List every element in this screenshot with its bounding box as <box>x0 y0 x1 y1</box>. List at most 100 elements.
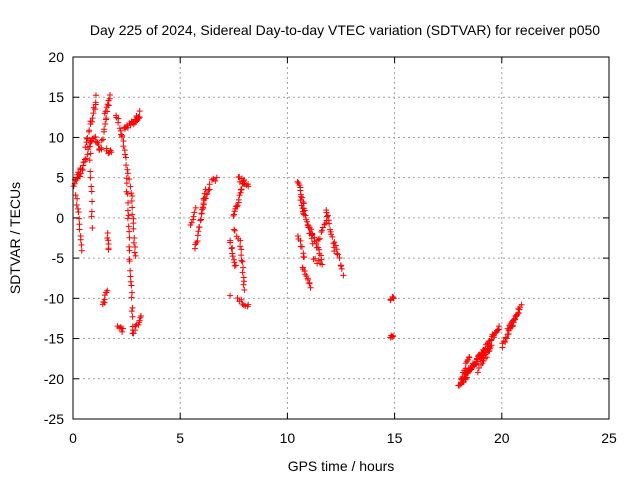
y-axis-label: SDTVAR / TECUs <box>7 182 23 294</box>
data-point <box>120 143 127 150</box>
data-point <box>83 135 90 142</box>
data-point <box>77 236 84 243</box>
data-point <box>297 197 304 204</box>
x-tick-label: 10 <box>280 430 296 446</box>
data-points <box>70 91 525 389</box>
data-point <box>101 126 108 133</box>
data-point <box>515 305 522 312</box>
x-tick-labels: 0 5 10 15 20 25 <box>69 430 617 446</box>
data-point <box>500 338 507 345</box>
data-point <box>108 149 115 156</box>
data-point <box>323 213 330 220</box>
data-point <box>89 115 96 122</box>
data-point <box>318 227 325 234</box>
data-point <box>299 243 306 250</box>
data-point <box>92 92 99 99</box>
data-point <box>94 138 101 145</box>
data-point <box>127 183 134 190</box>
data-point <box>240 264 247 271</box>
data-point <box>126 258 133 265</box>
y-tick-label: 10 <box>48 129 64 145</box>
data-point <box>90 110 97 117</box>
data-point <box>231 226 238 233</box>
data-point <box>130 330 137 337</box>
data-point <box>92 106 99 113</box>
data-point <box>319 261 326 268</box>
x-tick-label: 25 <box>601 430 617 446</box>
data-point <box>496 323 503 330</box>
data-point <box>76 215 83 222</box>
data-point <box>95 142 102 149</box>
data-point <box>130 220 137 227</box>
data-point <box>84 151 91 158</box>
data-point <box>84 135 91 142</box>
data-point <box>518 301 525 308</box>
data-point <box>188 219 195 226</box>
data-point <box>128 190 135 197</box>
data-point <box>475 358 482 365</box>
data-point <box>122 154 129 161</box>
data-point <box>75 208 82 215</box>
data-point <box>464 370 471 377</box>
data-point <box>119 328 126 335</box>
data-point <box>120 137 127 144</box>
data-point <box>227 292 234 299</box>
data-point <box>98 137 105 144</box>
data-point <box>83 155 90 162</box>
data-point <box>228 245 235 252</box>
data-point <box>239 258 246 265</box>
data-point <box>88 118 95 125</box>
data-point <box>78 241 85 248</box>
data-point <box>302 212 309 219</box>
data-point <box>122 151 129 158</box>
data-point <box>230 212 237 219</box>
data-point <box>238 186 245 193</box>
data-point <box>136 108 143 115</box>
plot-frame <box>72 56 610 420</box>
data-point <box>298 202 305 209</box>
data-point <box>102 120 109 127</box>
data-point <box>304 218 311 225</box>
data-point <box>299 205 306 212</box>
data-point <box>77 170 84 177</box>
data-point <box>318 256 325 263</box>
data-point <box>129 313 136 320</box>
data-point <box>213 174 220 181</box>
data-point <box>338 265 345 272</box>
y-tick-label: 15 <box>48 89 64 105</box>
data-point <box>137 313 144 320</box>
data-point <box>306 280 313 287</box>
data-point <box>86 157 93 164</box>
data-point <box>390 294 397 301</box>
data-point <box>119 132 126 139</box>
data-point <box>206 181 213 188</box>
data-point <box>87 168 94 175</box>
data-point <box>475 364 482 371</box>
data-point <box>132 326 139 333</box>
data-point <box>326 220 333 227</box>
grid-lines <box>73 57 609 419</box>
data-point <box>325 212 332 219</box>
data-point <box>294 233 301 240</box>
data-point <box>238 257 245 264</box>
data-point <box>232 262 239 269</box>
data-point <box>102 108 109 115</box>
data-point <box>197 217 204 224</box>
data-point <box>82 156 89 163</box>
data-point <box>105 246 112 253</box>
data-point <box>136 317 143 324</box>
data-point <box>196 224 203 231</box>
data-point <box>206 186 213 193</box>
data-point <box>503 335 510 342</box>
data-point <box>103 145 110 152</box>
data-point <box>227 239 234 246</box>
data-point <box>315 257 322 264</box>
data-point <box>312 255 319 262</box>
data-point <box>505 327 512 334</box>
data-point <box>123 162 130 169</box>
data-point <box>82 144 89 151</box>
data-point <box>305 276 312 283</box>
data-point <box>87 174 94 181</box>
data-point <box>334 251 341 258</box>
